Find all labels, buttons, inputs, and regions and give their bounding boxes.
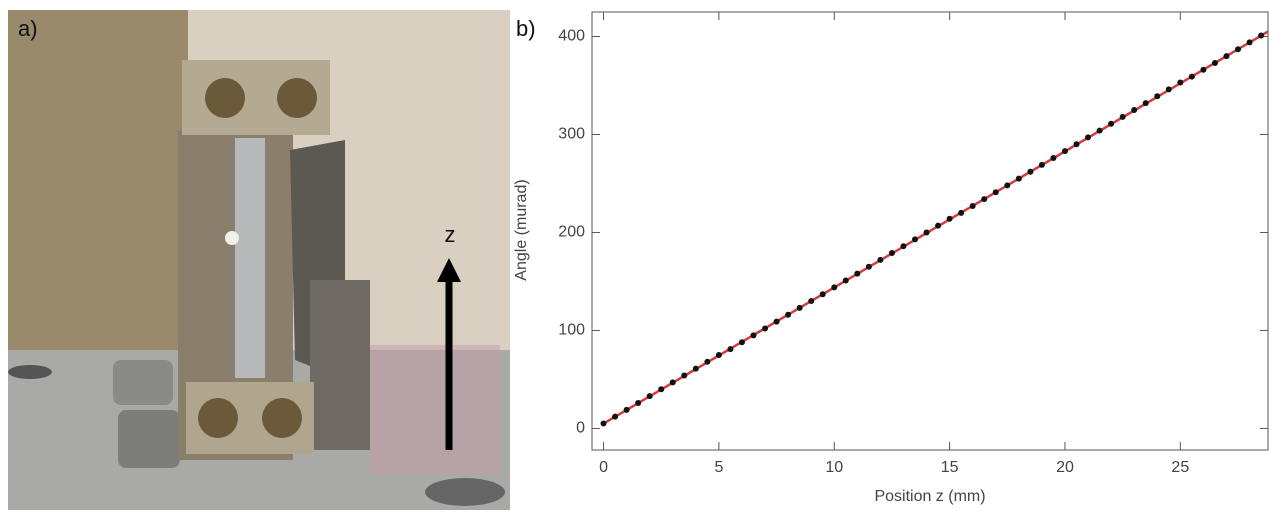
- y-tick-label: 100: [558, 322, 585, 339]
- data-point: [819, 291, 826, 298]
- data-point: [900, 243, 907, 250]
- data-point: [681, 372, 688, 379]
- data-point: [1096, 127, 1103, 134]
- y-tick-label: 0: [576, 420, 585, 437]
- x-tick-label: 10: [825, 459, 843, 476]
- data-point: [1235, 46, 1242, 53]
- data-point: [912, 236, 919, 243]
- data-point: [1108, 120, 1115, 127]
- x-tick-label: 25: [1171, 459, 1189, 476]
- data-point: [1154, 93, 1161, 100]
- y-tick-label: 300: [558, 126, 585, 143]
- plot-frame: [591, 11, 1269, 451]
- data-point: [1015, 175, 1022, 182]
- x-tick-label: 15: [941, 459, 959, 476]
- data-point: [658, 386, 665, 393]
- data-point: [1027, 168, 1034, 175]
- panel-label: a): [18, 16, 38, 41]
- data-point: [1061, 148, 1068, 155]
- data-point: [1177, 79, 1184, 86]
- data-point: [669, 379, 676, 386]
- data-point: [738, 339, 745, 346]
- bolt: [198, 398, 238, 438]
- y-tick-label: 200: [558, 224, 585, 241]
- data-point: [1073, 141, 1080, 148]
- data-point: [1223, 53, 1230, 60]
- marking: [370, 345, 500, 475]
- data-point: [692, 365, 699, 372]
- data-point: [773, 318, 780, 325]
- data-point: [635, 399, 642, 406]
- hole: [225, 231, 239, 245]
- data-point: [877, 256, 884, 263]
- data-point: [1038, 161, 1045, 168]
- spacer: [118, 410, 180, 468]
- data-point: [923, 229, 930, 236]
- data-point: [600, 420, 607, 427]
- data-point: [946, 215, 953, 222]
- data-point: [992, 189, 999, 196]
- photo-axis-label: z: [445, 222, 456, 247]
- data-point: [704, 358, 711, 365]
- bolt: [205, 78, 245, 118]
- data-point: [646, 393, 653, 400]
- bolt: [277, 78, 317, 118]
- data-point: [1004, 182, 1011, 189]
- x-tick-label: 5: [714, 459, 723, 476]
- data-point: [958, 209, 965, 216]
- data-point: [808, 298, 815, 305]
- data-point: [623, 406, 630, 413]
- spacer: [113, 360, 173, 405]
- data-point: [1165, 86, 1172, 93]
- data-point: [715, 351, 722, 358]
- data-point: [750, 332, 757, 339]
- mirror: [235, 138, 265, 378]
- data-point: [785, 311, 792, 318]
- data-point: [1258, 32, 1265, 39]
- data-point: [1246, 39, 1253, 46]
- x-tick-label: 0: [599, 459, 608, 476]
- data-point: [727, 346, 734, 353]
- x-axis-label: Position z (mm): [874, 488, 985, 505]
- data-point: [1119, 113, 1126, 120]
- data-point: [1211, 59, 1218, 66]
- bolt: [262, 398, 302, 438]
- data-point: [842, 277, 849, 284]
- data-point: [796, 304, 803, 311]
- hole: [8, 365, 52, 379]
- data-point: [888, 250, 895, 257]
- y-tick-label: 400: [558, 28, 585, 45]
- side-block: [310, 280, 370, 450]
- data-point: [1142, 100, 1149, 107]
- data-point: [865, 263, 872, 270]
- data-point: [762, 325, 769, 332]
- data-point: [1188, 73, 1195, 80]
- arrow-head: [437, 258, 461, 282]
- data-point: [831, 284, 838, 291]
- photo: z a): [8, 10, 510, 510]
- data-point: [935, 222, 942, 229]
- data-point: [969, 203, 976, 210]
- data-point: [1200, 66, 1207, 73]
- data-point: [1085, 134, 1092, 141]
- wall-shadow: [8, 10, 188, 350]
- panel-label: b): [516, 16, 536, 41]
- data-point: [854, 270, 861, 277]
- x-tick-label: 20: [1056, 459, 1074, 476]
- hole: [425, 478, 505, 506]
- y-axis-label: Angle (murad): [513, 179, 530, 280]
- data-point: [1050, 155, 1057, 161]
- data-point: [612, 413, 619, 420]
- data-point: [981, 196, 988, 203]
- data-point: [1131, 106, 1138, 113]
